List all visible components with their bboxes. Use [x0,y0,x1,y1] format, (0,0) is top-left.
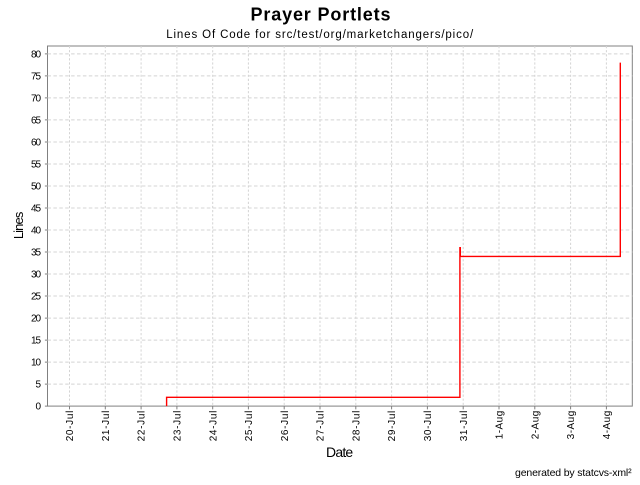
svg-text:28-Jul: 28-Jul [351,410,362,441]
svg-text:80: 80 [31,50,42,61]
svg-text:Prayer Portlets: Prayer Portlets [251,5,391,25]
svg-text:Lines: Lines [11,211,26,239]
svg-text:4-Aug: 4-Aug [602,410,613,439]
svg-text:3-Aug: 3-Aug [566,410,577,439]
svg-text:31-Jul: 31-Jul [459,410,470,441]
svg-text:65: 65 [31,116,42,127]
svg-text:25: 25 [31,292,42,303]
svg-text:25-Jul: 25-Jul [244,410,255,441]
svg-text:30: 30 [31,270,42,281]
svg-text:26-Jul: 26-Jul [280,410,291,441]
svg-text:24-Jul: 24-Jul [208,410,219,441]
svg-text:40: 40 [31,226,42,237]
svg-text:20-Jul: 20-Jul [65,410,76,441]
svg-text:22-Jul: 22-Jul [137,410,148,441]
svg-text:21-Jul: 21-Jul [101,410,112,441]
svg-text:0: 0 [36,402,42,413]
svg-text:27-Jul: 27-Jul [316,410,327,441]
svg-text:75: 75 [31,72,42,83]
svg-text:29-Jul: 29-Jul [387,410,398,441]
svg-text:70: 70 [31,94,42,105]
svg-text:35: 35 [31,248,42,259]
svg-text:20: 20 [31,314,42,325]
svg-text:15: 15 [31,336,42,347]
svg-text:30-Jul: 30-Jul [423,410,434,441]
svg-text:generated by statcvs-xml²: generated by statcvs-xml² [515,467,632,479]
svg-text:45: 45 [31,204,42,215]
svg-text:10: 10 [31,358,42,369]
svg-text:5: 5 [36,380,42,391]
svg-text:2-Aug: 2-Aug [530,410,541,439]
svg-text:50: 50 [31,182,42,193]
svg-text:23-Jul: 23-Jul [173,410,184,441]
svg-text:60: 60 [31,138,42,149]
svg-text:1-Aug: 1-Aug [495,410,506,439]
svg-text:55: 55 [31,160,42,171]
svg-text:Lines Of Code for src/test/org: Lines Of Code for src/test/org/marketcha… [166,29,474,41]
svg-text:Date: Date [326,444,353,460]
